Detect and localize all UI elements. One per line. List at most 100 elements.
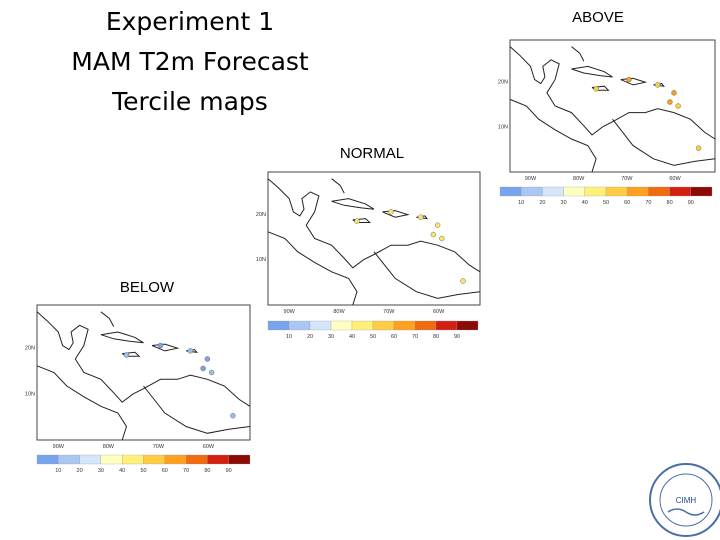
colorbar-label: 80 (667, 200, 673, 206)
logo-text: CIMH (676, 496, 697, 505)
coastline (36, 311, 251, 407)
colorbar-cell (309, 320, 332, 331)
colorbar-cell (288, 320, 311, 331)
colorbar-label: 40 (349, 334, 355, 340)
map-marker (667, 99, 673, 105)
coastline (331, 198, 375, 210)
lon-label: 60W (203, 444, 215, 450)
colorbar-label: 90 (688, 200, 694, 206)
colorbar-label: 60 (162, 468, 168, 474)
map-marker (230, 413, 236, 419)
colorbar-label: 70 (645, 200, 651, 206)
map-marker (695, 145, 702, 151)
map-marker (430, 231, 437, 238)
lat-label: 20N (25, 346, 35, 352)
map-label: ABOVE (572, 9, 624, 26)
colorbar-cell (690, 186, 713, 197)
colorbar-label: 50 (370, 334, 376, 340)
colorbar-cell (185, 454, 208, 465)
map-marker (671, 90, 677, 96)
colorbar-label: 70 (412, 334, 418, 340)
map-marker (439, 235, 445, 242)
coastline (373, 251, 481, 299)
coastline (143, 385, 251, 434)
colorbar-cell (627, 186, 649, 197)
colorbar-label: 20 (307, 334, 313, 340)
map-panel: BELOW 20N 10N 90W 80W 70W 60W 10 20 30 40 50 60 70 80 9… (25, 279, 251, 474)
colorbar-label: 80 (204, 468, 210, 474)
colorbar-label: 40 (119, 468, 125, 474)
colorbar-cell (584, 186, 607, 197)
map-marker (388, 209, 394, 215)
colorbar-cell (267, 320, 290, 331)
title-line: Experiment 1 (106, 7, 274, 36)
coastline (100, 311, 115, 327)
lon-label: 70W (621, 176, 633, 182)
colorbar-cell (648, 186, 670, 197)
lon-label: 80W (333, 309, 345, 315)
colorbar-cell (100, 454, 123, 465)
colorbar-cell (351, 320, 374, 331)
lon-label: 60W (669, 176, 681, 182)
map-marker (204, 356, 211, 362)
colorbar-label: 70 (183, 468, 189, 474)
colorbar-label: 20 (77, 468, 83, 474)
map-panel: ABOVE 20N 10N 90W 80W 70W 60W 10 20 30 40 50 60 70 80 9… (498, 9, 716, 206)
colorbar-cell (207, 454, 229, 465)
map-marker (208, 369, 215, 376)
coastline (331, 178, 345, 194)
colorbar-cell (372, 320, 395, 331)
coastline (612, 118, 716, 166)
map-marker (434, 222, 441, 228)
map-frame (509, 39, 716, 173)
map-marker (460, 278, 466, 284)
colorbar-cell (435, 320, 458, 331)
colorbar-cell (228, 454, 251, 465)
colorbar-cell (79, 454, 102, 465)
colorbar-cell (499, 186, 522, 197)
map-marker (593, 86, 599, 92)
colorbar-cell (36, 454, 59, 465)
coastline (267, 231, 358, 306)
colorbar-label: 10 (518, 200, 524, 206)
coastline (509, 46, 716, 140)
map-label: BELOW (120, 279, 175, 296)
coastline (100, 331, 144, 344)
colorbar-label: 60 (624, 200, 630, 206)
colorbar-cell (521, 186, 543, 197)
map-frame (36, 304, 251, 441)
map-frame (267, 171, 481, 306)
lon-label: 60W (433, 309, 445, 315)
colorbar-label: 90 (226, 468, 232, 474)
lon-label: 80W (103, 444, 115, 450)
colorbar-label: 90 (454, 334, 460, 340)
map-panel: NORMAL 20N 10N 90W 80W 70W 60W 10 20 30 40 50 60 70 80… (256, 145, 481, 340)
map-marker (157, 342, 164, 349)
colorbar-cell (414, 320, 437, 331)
colorbar-label: 10 (286, 334, 292, 340)
colorbar-label: 60 (391, 334, 397, 340)
colorbar-cell (563, 186, 585, 197)
coastline (571, 65, 613, 78)
map-marker (200, 365, 206, 372)
title-line: MAM T2m Forecast (71, 47, 309, 76)
colorbar-label: 80 (433, 334, 439, 340)
map-marker (187, 348, 194, 354)
map-marker (675, 103, 681, 109)
colorbar-cell (393, 320, 416, 331)
colorbar-cell (143, 454, 165, 465)
colorbar-label: 30 (98, 468, 104, 474)
lat-label: 10N (256, 257, 266, 263)
map-marker (626, 76, 632, 83)
coastline (571, 46, 585, 62)
lat-label: 10N (25, 391, 35, 397)
logo: CIMH (649, 463, 720, 537)
lon-label: 70W (383, 309, 395, 315)
colorbar-cell (456, 320, 479, 331)
coastline (267, 178, 481, 273)
colorbar-label: 10 (55, 468, 61, 474)
lat-label: 20N (256, 212, 266, 218)
coastline (509, 98, 597, 173)
map-marker (654, 82, 661, 88)
